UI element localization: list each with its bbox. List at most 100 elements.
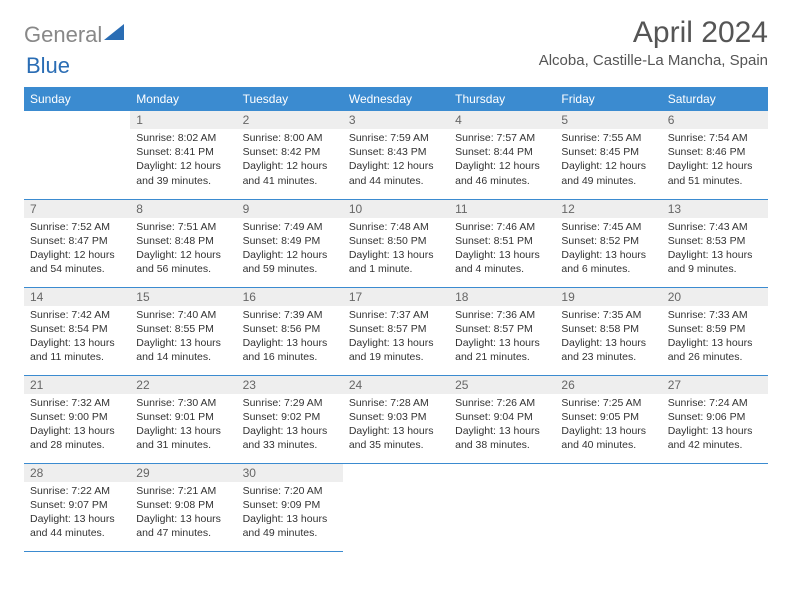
day-body: Sunrise: 7:22 AMSunset: 9:07 PMDaylight:… [24, 482, 130, 545]
calendar-cell: 24Sunrise: 7:28 AMSunset: 9:03 PMDayligh… [343, 375, 449, 463]
day-body: Sunrise: 7:52 AMSunset: 8:47 PMDaylight:… [24, 218, 130, 281]
calendar-week: 14Sunrise: 7:42 AMSunset: 8:54 PMDayligh… [24, 287, 768, 375]
day-number: 9 [237, 200, 343, 218]
calendar-cell: 22Sunrise: 7:30 AMSunset: 9:01 PMDayligh… [130, 375, 236, 463]
calendar-cell: 9Sunrise: 7:49 AMSunset: 8:49 PMDaylight… [237, 199, 343, 287]
day-header: Saturday [662, 87, 768, 111]
calendar-cell: 26Sunrise: 7:25 AMSunset: 9:05 PMDayligh… [555, 375, 661, 463]
day-body: Sunrise: 7:24 AMSunset: 9:06 PMDaylight:… [662, 394, 768, 457]
day-body: Sunrise: 7:46 AMSunset: 8:51 PMDaylight:… [449, 218, 555, 281]
day-number: 23 [237, 376, 343, 394]
calendar-cell: 12Sunrise: 7:45 AMSunset: 8:52 PMDayligh… [555, 199, 661, 287]
day-number: 15 [130, 288, 236, 306]
day-body: Sunrise: 7:30 AMSunset: 9:01 PMDaylight:… [130, 394, 236, 457]
day-number: 3 [343, 111, 449, 129]
day-number: 26 [555, 376, 661, 394]
logo-text-blue: Blue [26, 53, 70, 78]
day-number: 4 [449, 111, 555, 129]
day-body: Sunrise: 7:25 AMSunset: 9:05 PMDaylight:… [555, 394, 661, 457]
day-number: 29 [130, 464, 236, 482]
calendar-cell: 21Sunrise: 7:32 AMSunset: 9:00 PMDayligh… [24, 375, 130, 463]
day-number: 5 [555, 111, 661, 129]
day-number: 28 [24, 464, 130, 482]
calendar-cell: 16Sunrise: 7:39 AMSunset: 8:56 PMDayligh… [237, 287, 343, 375]
calendar-cell: 14Sunrise: 7:42 AMSunset: 8:54 PMDayligh… [24, 287, 130, 375]
calendar-head: SundayMondayTuesdayWednesdayThursdayFrid… [24, 87, 768, 111]
day-number: 2 [237, 111, 343, 129]
calendar-cell: 28Sunrise: 7:22 AMSunset: 9:07 PMDayligh… [24, 463, 130, 551]
calendar-cell: 1Sunrise: 8:02 AMSunset: 8:41 PMDaylight… [130, 111, 236, 199]
day-number: 21 [24, 376, 130, 394]
day-body: Sunrise: 7:35 AMSunset: 8:58 PMDaylight:… [555, 306, 661, 369]
calendar-cell: 11Sunrise: 7:46 AMSunset: 8:51 PMDayligh… [449, 199, 555, 287]
day-number: 17 [343, 288, 449, 306]
day-body: Sunrise: 7:32 AMSunset: 9:00 PMDaylight:… [24, 394, 130, 457]
day-body: Sunrise: 7:26 AMSunset: 9:04 PMDaylight:… [449, 394, 555, 457]
logo: General [24, 22, 128, 48]
calendar-cell: 7Sunrise: 7:52 AMSunset: 8:47 PMDaylight… [24, 199, 130, 287]
day-number: 24 [343, 376, 449, 394]
day-number: 27 [662, 376, 768, 394]
calendar-cell: 30Sunrise: 7:20 AMSunset: 9:09 PMDayligh… [237, 463, 343, 551]
day-number: 16 [237, 288, 343, 306]
calendar-table: SundayMondayTuesdayWednesdayThursdayFrid… [24, 87, 768, 552]
calendar-cell: 4Sunrise: 7:57 AMSunset: 8:44 PMDaylight… [449, 111, 555, 199]
day-body: Sunrise: 7:57 AMSunset: 8:44 PMDaylight:… [449, 129, 555, 192]
calendar-cell: 27Sunrise: 7:24 AMSunset: 9:06 PMDayligh… [662, 375, 768, 463]
day-body: Sunrise: 7:29 AMSunset: 9:02 PMDaylight:… [237, 394, 343, 457]
calendar-cell: 5Sunrise: 7:55 AMSunset: 8:45 PMDaylight… [555, 111, 661, 199]
day-body: Sunrise: 7:49 AMSunset: 8:49 PMDaylight:… [237, 218, 343, 281]
day-body: Sunrise: 7:45 AMSunset: 8:52 PMDaylight:… [555, 218, 661, 281]
day-number: 12 [555, 200, 661, 218]
day-body: Sunrise: 7:42 AMSunset: 8:54 PMDaylight:… [24, 306, 130, 369]
day-number: 7 [24, 200, 130, 218]
calendar-cell: 13Sunrise: 7:43 AMSunset: 8:53 PMDayligh… [662, 199, 768, 287]
day-header: Wednesday [343, 87, 449, 111]
day-body: Sunrise: 7:21 AMSunset: 9:08 PMDaylight:… [130, 482, 236, 545]
day-body: Sunrise: 7:36 AMSunset: 8:57 PMDaylight:… [449, 306, 555, 369]
day-header: Thursday [449, 87, 555, 111]
logo-triangle-icon [104, 24, 126, 47]
day-number: 19 [555, 288, 661, 306]
calendar-cell: 3Sunrise: 7:59 AMSunset: 8:43 PMDaylight… [343, 111, 449, 199]
calendar-cell [449, 463, 555, 551]
day-body: Sunrise: 7:54 AMSunset: 8:46 PMDaylight:… [662, 129, 768, 192]
calendar-week: 21Sunrise: 7:32 AMSunset: 9:00 PMDayligh… [24, 375, 768, 463]
calendar-cell: 20Sunrise: 7:33 AMSunset: 8:59 PMDayligh… [662, 287, 768, 375]
day-body: Sunrise: 7:48 AMSunset: 8:50 PMDaylight:… [343, 218, 449, 281]
day-body: Sunrise: 7:28 AMSunset: 9:03 PMDaylight:… [343, 394, 449, 457]
calendar-cell: 19Sunrise: 7:35 AMSunset: 8:58 PMDayligh… [555, 287, 661, 375]
calendar-cell: 10Sunrise: 7:48 AMSunset: 8:50 PMDayligh… [343, 199, 449, 287]
day-number: 22 [130, 376, 236, 394]
day-number: 14 [24, 288, 130, 306]
title-block: April 2024 Alcoba, Castille-La Mancha, S… [539, 16, 768, 69]
day-header: Sunday [24, 87, 130, 111]
day-body: Sunrise: 7:51 AMSunset: 8:48 PMDaylight:… [130, 218, 236, 281]
calendar-cell [343, 463, 449, 551]
day-number: 25 [449, 376, 555, 394]
day-body: Sunrise: 7:40 AMSunset: 8:55 PMDaylight:… [130, 306, 236, 369]
day-number: 20 [662, 288, 768, 306]
day-number: 18 [449, 288, 555, 306]
day-header: Friday [555, 87, 661, 111]
location: Alcoba, Castille-La Mancha, Spain [539, 52, 768, 69]
day-body: Sunrise: 7:55 AMSunset: 8:45 PMDaylight:… [555, 129, 661, 192]
calendar-week: 28Sunrise: 7:22 AMSunset: 9:07 PMDayligh… [24, 463, 768, 551]
day-number: 1 [130, 111, 236, 129]
day-body: Sunrise: 7:37 AMSunset: 8:57 PMDaylight:… [343, 306, 449, 369]
day-body: Sunrise: 7:20 AMSunset: 9:09 PMDaylight:… [237, 482, 343, 545]
day-number: 13 [662, 200, 768, 218]
calendar-cell: 6Sunrise: 7:54 AMSunset: 8:46 PMDaylight… [662, 111, 768, 199]
calendar-cell: 18Sunrise: 7:36 AMSunset: 8:57 PMDayligh… [449, 287, 555, 375]
day-header: Monday [130, 87, 236, 111]
calendar-body: 1Sunrise: 8:02 AMSunset: 8:41 PMDaylight… [24, 111, 768, 551]
calendar-week: 1Sunrise: 8:02 AMSunset: 8:41 PMDaylight… [24, 111, 768, 199]
day-body: Sunrise: 8:02 AMSunset: 8:41 PMDaylight:… [130, 129, 236, 192]
day-body: Sunrise: 8:00 AMSunset: 8:42 PMDaylight:… [237, 129, 343, 192]
day-number: 11 [449, 200, 555, 218]
calendar-cell: 8Sunrise: 7:51 AMSunset: 8:48 PMDaylight… [130, 199, 236, 287]
month-title: April 2024 [539, 16, 768, 50]
day-number: 30 [237, 464, 343, 482]
calendar-cell: 17Sunrise: 7:37 AMSunset: 8:57 PMDayligh… [343, 287, 449, 375]
calendar-week: 7Sunrise: 7:52 AMSunset: 8:47 PMDaylight… [24, 199, 768, 287]
